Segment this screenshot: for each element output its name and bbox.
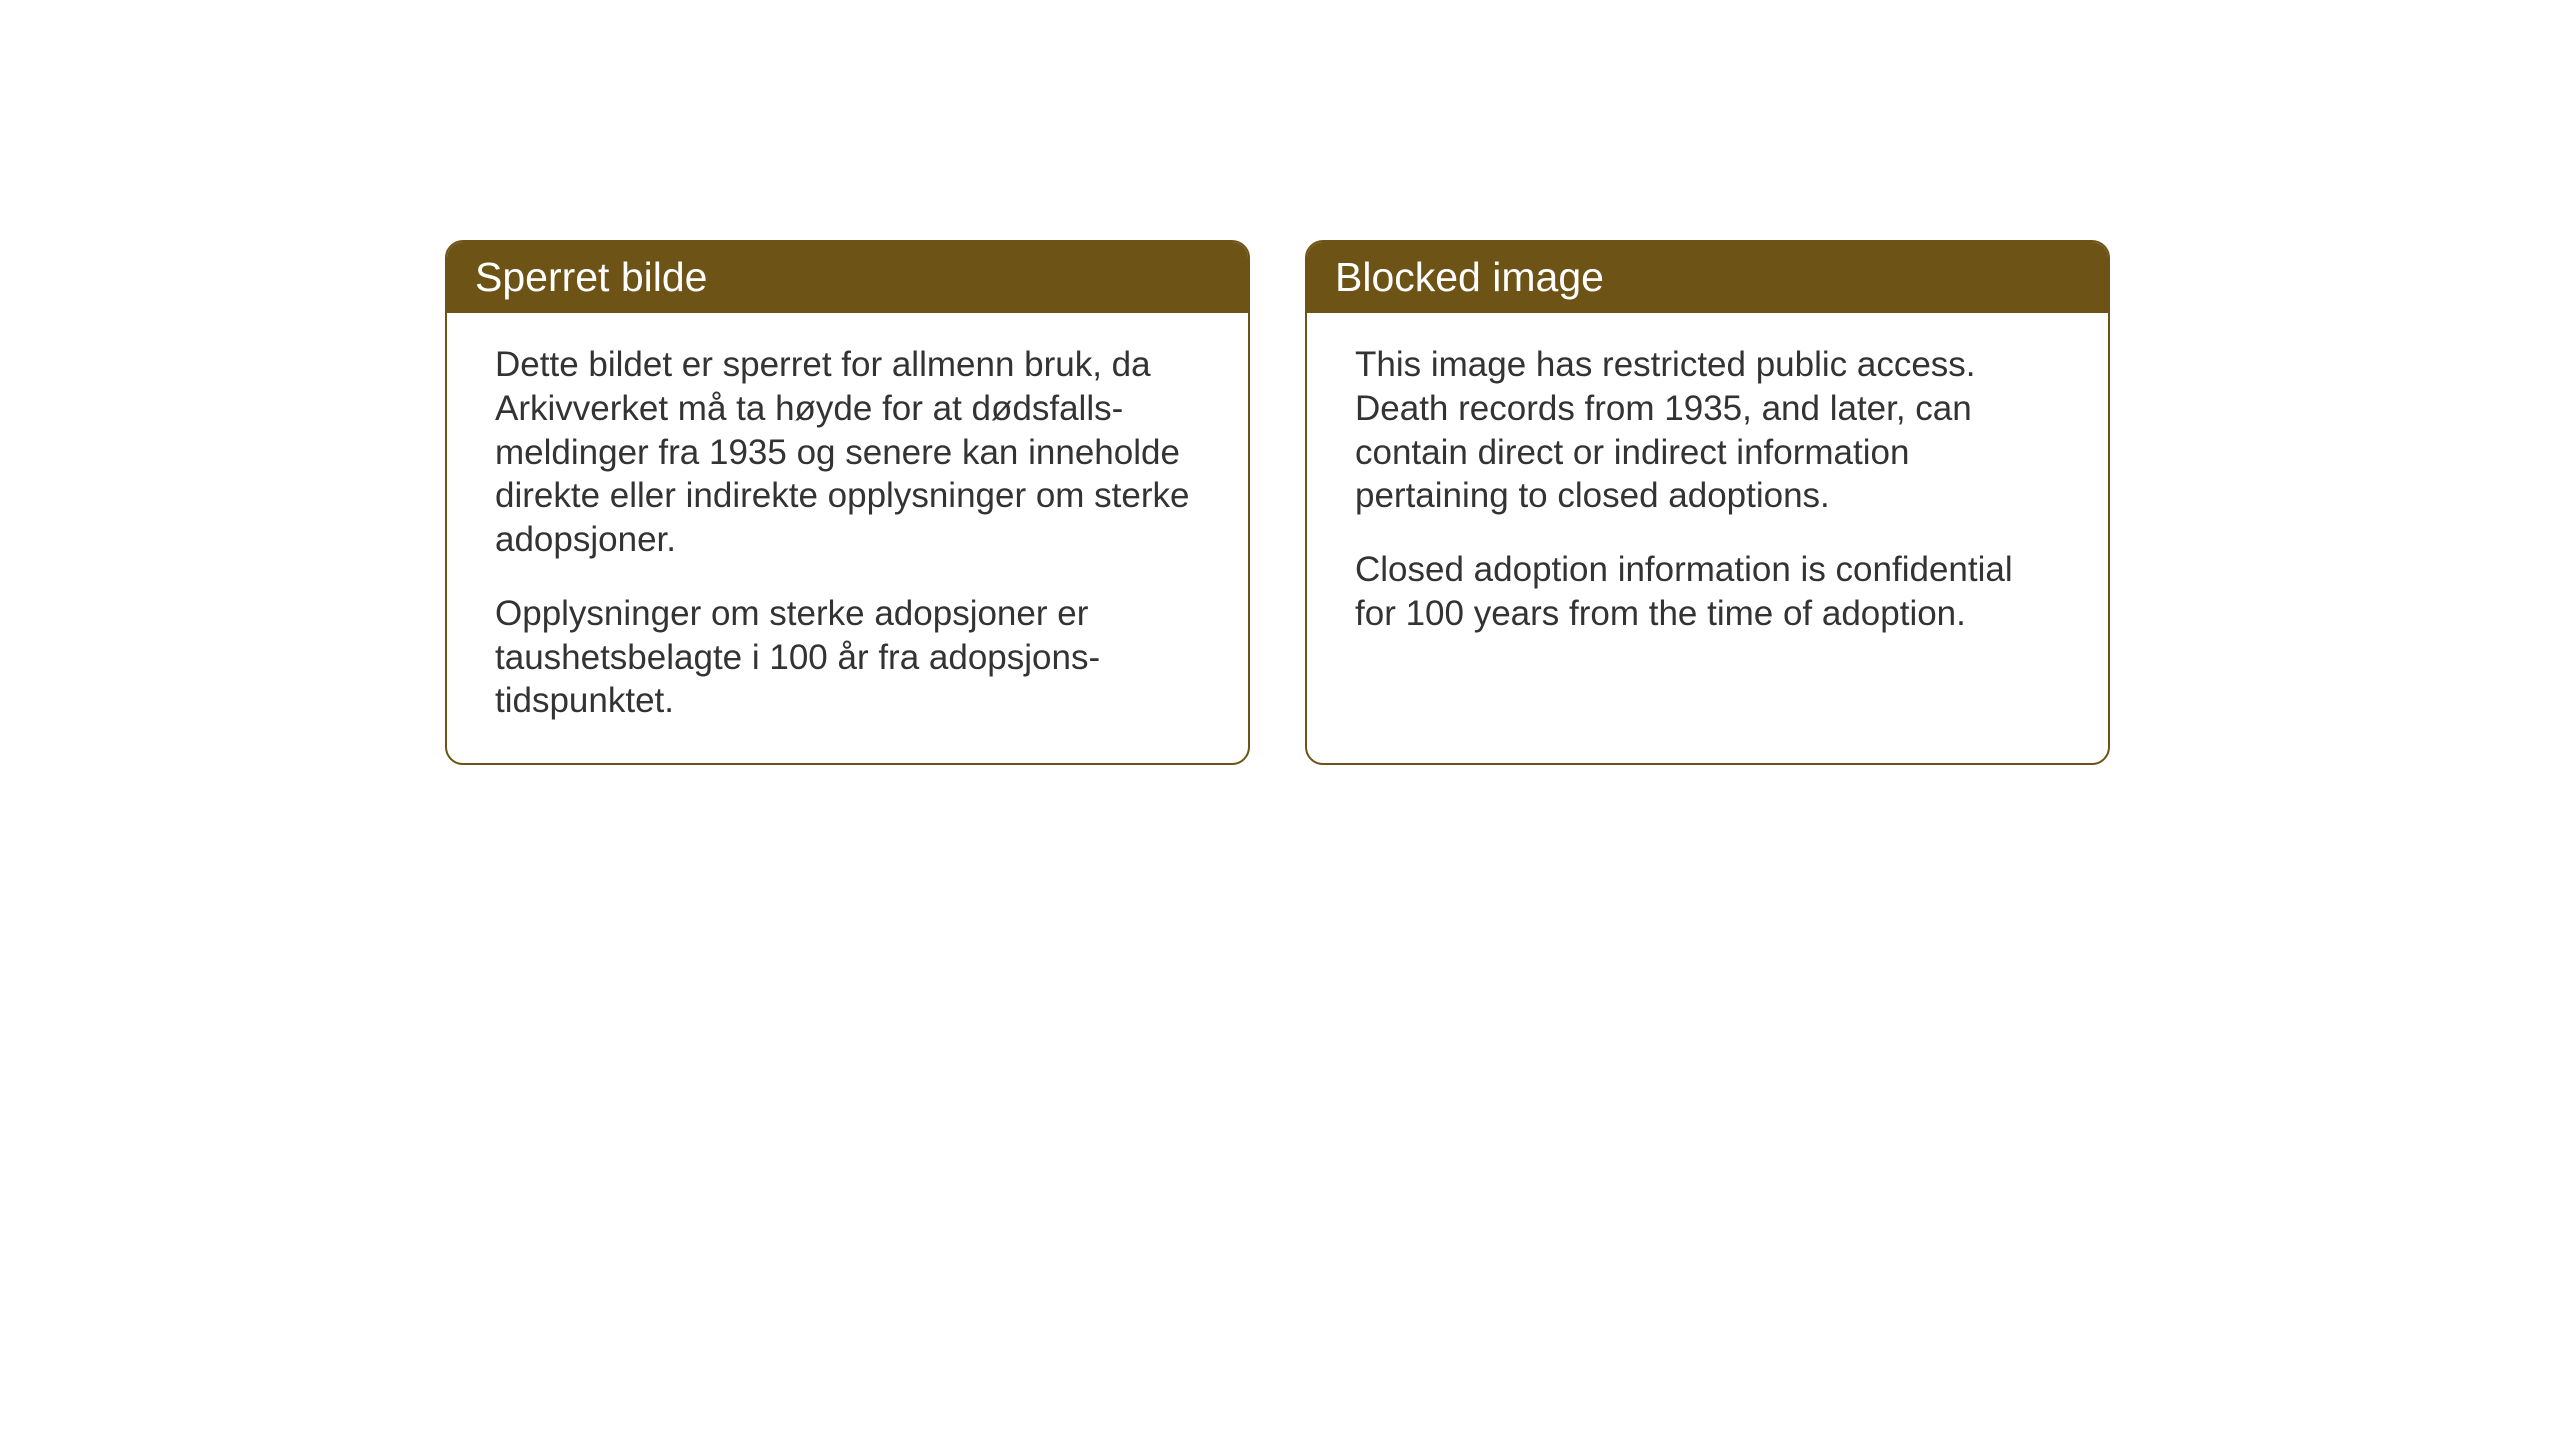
english-card-title: Blocked image xyxy=(1307,242,2108,313)
notice-container: Sperret bilde Dette bildet er sperret fo… xyxy=(445,240,2110,765)
english-paragraph-2: Closed adoption information is confident… xyxy=(1355,548,2060,636)
norwegian-card-title: Sperret bilde xyxy=(447,242,1248,313)
norwegian-paragraph-2: Opplysninger om sterke adopsjoner er tau… xyxy=(495,592,1200,723)
norwegian-card-body: Dette bildet er sperret for allmenn bruk… xyxy=(447,313,1248,763)
norwegian-paragraph-1: Dette bildet er sperret for allmenn bruk… xyxy=(495,343,1200,562)
norwegian-notice-card: Sperret bilde Dette bildet er sperret fo… xyxy=(445,240,1250,765)
english-paragraph-1: This image has restricted public access.… xyxy=(1355,343,2060,518)
english-card-body: This image has restricted public access.… xyxy=(1307,313,2108,676)
english-notice-card: Blocked image This image has restricted … xyxy=(1305,240,2110,765)
